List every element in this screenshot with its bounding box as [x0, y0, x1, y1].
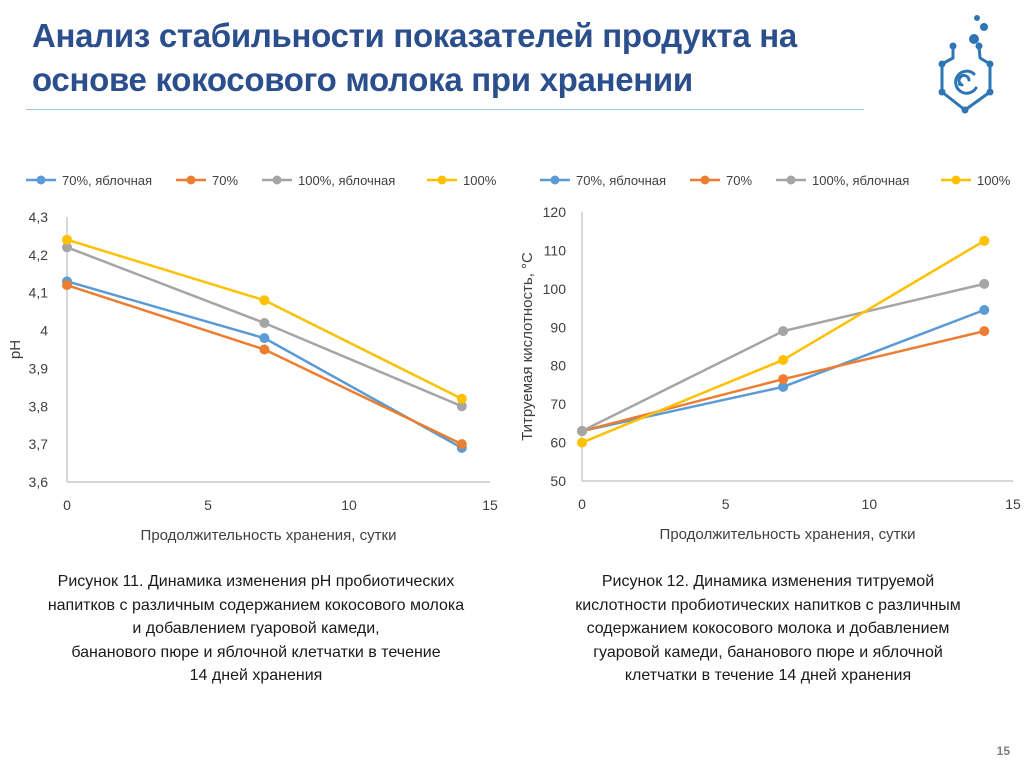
legend-item: 70% [176, 173, 238, 188]
x-tick-label: 15 [1005, 496, 1021, 512]
legend-label: 100%, яблочная [298, 173, 395, 188]
x-tick-label: 15 [482, 497, 498, 513]
x-tick-label: 0 [63, 497, 71, 513]
data-point [62, 234, 72, 245]
data-point [259, 344, 270, 355]
legend-item: 100%, яблочная [776, 173, 909, 188]
y-tick-label: 4 [40, 323, 48, 339]
data-point [979, 304, 990, 315]
y-tick-label: 60 [550, 435, 566, 451]
slide-title: Анализ стабильности показателей продукта… [32, 14, 892, 102]
data-point [62, 242, 72, 253]
legend-marker [272, 175, 282, 185]
y-tick-label: 50 [550, 473, 566, 489]
x-tick-label: 10 [341, 497, 357, 513]
legend-marker [700, 175, 710, 185]
caption-line: Рисунок 11. Динамика изменения pH пробио… [57, 573, 455, 590]
figure-12-caption: Рисунок 12. Динамика изменения титруемой… [512, 570, 1024, 688]
data-point [778, 354, 789, 365]
y-tick-label: 4,3 [29, 209, 49, 225]
y-tick-label: 3,8 [29, 398, 49, 414]
slide-title-line-2: основе кокосового молока при хранении [32, 61, 693, 98]
caption-line: содержанием кокосового молока и добавлен… [586, 620, 950, 637]
y-tick-label: 120 [543, 204, 567, 220]
legend-marker [786, 175, 796, 185]
legend-item: 70% [690, 173, 752, 188]
data-point [979, 326, 990, 337]
x-tick-label: 10 [862, 496, 878, 512]
data-point [456, 393, 467, 404]
y-tick-label: 90 [550, 319, 566, 335]
figure-11-caption: Рисунок 11. Динамика изменения pH пробио… [0, 570, 512, 688]
y-tick-label: 80 [550, 358, 566, 374]
legend-label: 70% [212, 173, 238, 188]
legend-marker [550, 175, 560, 185]
legend-label: 70% [726, 173, 752, 188]
slide-title-line-1: Анализ стабильности показателей продукта… [32, 17, 797, 54]
legend-label: 70%, яблочная [576, 173, 666, 188]
y-tick-label: 3,6 [29, 474, 49, 490]
caption-line: кислотности пробиотических напитков с ра… [575, 596, 961, 614]
data-point [979, 235, 990, 246]
x-tick-label: 5 [204, 497, 212, 513]
caption-line: и добавлением гуаровой камеди, [132, 620, 380, 637]
data-point [979, 278, 990, 289]
caption-line: напитков с различным содержанием кокосов… [47, 596, 465, 614]
y-axis-label: pH [7, 340, 24, 359]
legend-item: 100% [427, 173, 497, 188]
data-point [778, 374, 789, 385]
caption-line: Рисунок 12. Динамика изменения титруемой [601, 573, 935, 590]
y-tick-label: 4,2 [29, 247, 49, 263]
legend-label: 100% [463, 173, 497, 188]
data-point [778, 381, 789, 392]
caption-line: 14 дней хранения [189, 667, 323, 684]
y-tick-label: 110 [544, 242, 567, 258]
data-point [62, 280, 72, 291]
data-point [259, 318, 270, 328]
legend-label: 70%, яблочная [62, 173, 152, 188]
caption-line: клетчатки в течение 14 дней хранения [624, 667, 912, 684]
legend-item: 100%, яблочная [262, 173, 395, 188]
caption-line: гуаровой камеди, бананового пюре и яблоч… [593, 643, 943, 661]
legend-label: 100%, яблочная [812, 173, 909, 188]
y-tick-label: 3,7 [29, 436, 49, 452]
y-tick-label: 100 [543, 281, 567, 297]
legend-marker [186, 175, 196, 185]
page-number: 15 [996, 744, 1010, 758]
series-line [66, 283, 463, 446]
x-tick-label: 5 [722, 496, 730, 512]
y-tick-label: 4,1 [29, 285, 49, 301]
title-divider [26, 109, 864, 110]
legend-item: 70%, яблочная [540, 173, 666, 188]
ph-chart: 70%, яблочная 70% 100%, яблочная 100% 3,6 3,7… [7, 173, 498, 544]
y-axis-label: Титруемая кислотность, °С [519, 252, 536, 441]
legend-item: 100% [941, 173, 1011, 188]
legend-item: 70%, яблочная [26, 173, 152, 188]
series-line [66, 280, 463, 450]
legend-marker [437, 175, 447, 185]
data-point [456, 439, 467, 450]
series-line [581, 239, 985, 444]
data-point [259, 333, 270, 344]
data-point [577, 437, 587, 448]
data-point [456, 401, 467, 412]
data-point [259, 295, 270, 306]
caption-line: бананового пюре и яблочной клетчатки в т… [71, 643, 441, 661]
data-point [778, 326, 789, 337]
x-tick-label: 0 [578, 496, 586, 512]
y-tick-label: 70 [550, 396, 566, 412]
data-point [577, 426, 587, 437]
flask-molecule-icon [938, 15, 994, 114]
y-tick-label: 3,9 [29, 360, 49, 376]
acidity-chart: 70%, яблочная 70% 100%, яблочная 100%506070… [519, 173, 1021, 543]
legend-marker [36, 175, 46, 185]
x-axis-label: Продолжительность хранения, сутки [660, 526, 916, 543]
legend-label: 100% [977, 173, 1011, 188]
legend-marker [951, 175, 961, 185]
x-axis-label: Продолжительность хранения, сутки [141, 527, 397, 544]
